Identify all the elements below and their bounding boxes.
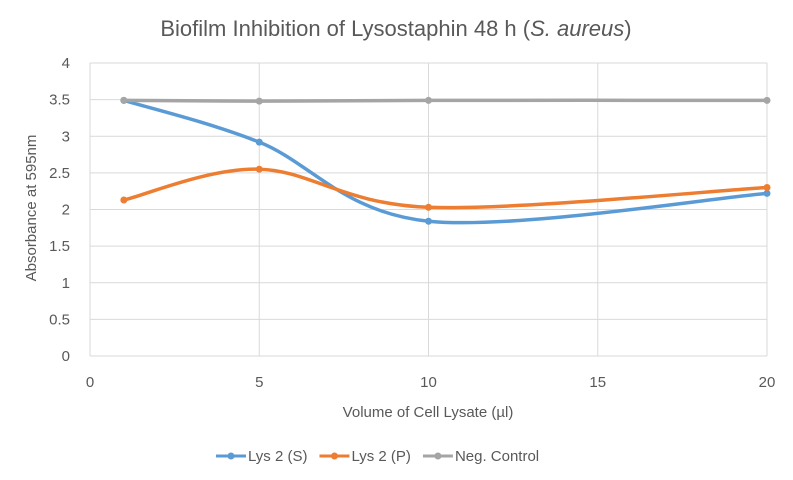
data-point xyxy=(425,96,432,104)
y-tick-label: 4 xyxy=(62,55,70,72)
chart-title-italic: S. aureus xyxy=(530,16,624,41)
series-1 xyxy=(120,165,771,211)
data-point xyxy=(120,96,128,104)
x-tick-label: 15 xyxy=(589,374,606,391)
series-line xyxy=(122,98,769,225)
y-tick-label: 1 xyxy=(62,275,70,292)
data-point xyxy=(425,217,432,225)
x-tick-label: 10 xyxy=(420,374,437,391)
x-tick-labels: 0 5 10 15 20 xyxy=(86,374,776,391)
series-0 xyxy=(120,96,771,225)
legend-item-2: Neg. Control xyxy=(422,448,539,465)
x-tick-label: 0 xyxy=(86,374,94,391)
data-point xyxy=(255,97,263,105)
series-2 xyxy=(120,96,771,105)
x-tick-label: 5 xyxy=(255,374,263,391)
y-tick-label: 0 xyxy=(62,348,70,365)
y-tick-label: 3 xyxy=(62,128,70,145)
series-line xyxy=(122,167,769,210)
chart-title: Biofilm Inhibition of Lysostaphin 48 h (… xyxy=(160,16,631,41)
y-tick-label: 1.5 xyxy=(49,238,70,255)
data-point xyxy=(425,203,432,211)
y-tick-labels: 0 0.5 1 1.5 2 2.5 3 3.5 4 xyxy=(49,55,70,365)
series-group xyxy=(120,96,771,225)
legend-marker xyxy=(227,452,235,460)
legend-label: Lys 2 (S) xyxy=(248,448,307,465)
legend-item-1: Lys 2 (P) xyxy=(319,448,411,465)
legend-label: Neg. Control xyxy=(455,448,539,465)
x-axis-label: Volume of Cell Lysate (µl) xyxy=(343,404,514,421)
y-axis-label: Absorbance at 595nm xyxy=(23,135,40,282)
data-point xyxy=(120,196,128,204)
y-tick-label: 0.5 xyxy=(49,311,70,328)
data-point xyxy=(763,96,771,104)
legend-label: Lys 2 (P) xyxy=(351,448,410,465)
series-line xyxy=(122,98,769,103)
data-point xyxy=(763,189,771,197)
legend-marker xyxy=(330,452,338,460)
x-tick-label: 20 xyxy=(759,374,776,391)
data-point xyxy=(763,184,771,192)
chart-title-main: Biofilm Inhibition of Lysostaphin 48 h ( xyxy=(160,16,530,41)
data-point xyxy=(255,138,263,146)
y-tick-label: 2 xyxy=(62,202,70,219)
data-point xyxy=(255,165,263,173)
legend: Lys 2 (S) Lys 2 (P) Neg. Control xyxy=(216,448,539,465)
chart-title-suffix: ) xyxy=(624,16,631,41)
y-tick-label: 2.5 xyxy=(49,165,70,182)
axes xyxy=(89,63,767,357)
legend-marker xyxy=(434,452,442,460)
y-tick-label: 3.5 xyxy=(49,92,70,109)
legend-item-0: Lys 2 (S) xyxy=(216,448,307,465)
